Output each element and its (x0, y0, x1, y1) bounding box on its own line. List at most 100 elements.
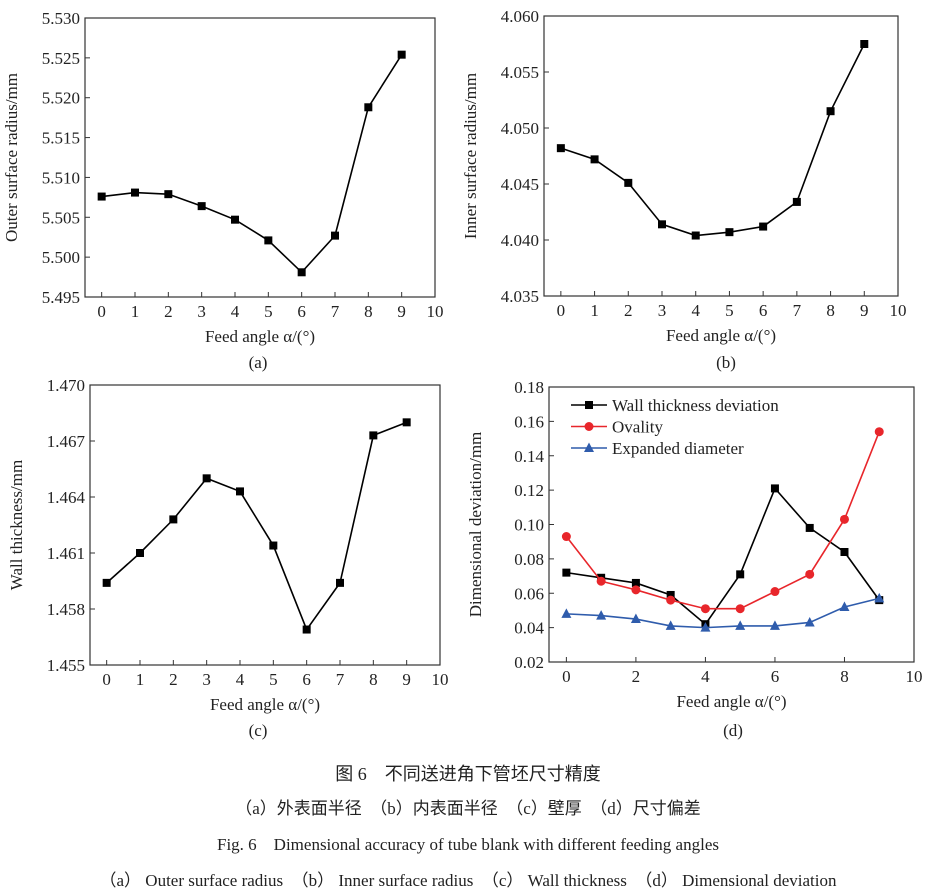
x-tick-label: 10 (890, 301, 907, 320)
legend-item: Wall thickness deviation (571, 396, 779, 415)
x-tick-label: 4 (691, 301, 700, 320)
legend-item: Ovality (571, 418, 663, 437)
y-tick-label: 0.18 (514, 378, 544, 397)
legend-item: Expanded diameter (571, 439, 744, 458)
x-tick-label: 1 (590, 301, 599, 320)
data-point-triangle (665, 620, 676, 630)
series-line (565, 431, 880, 610)
data-point-square (770, 484, 779, 493)
data-point-square (792, 197, 801, 206)
y-tick-label: 5.510 (42, 168, 80, 187)
data-point-square (736, 570, 745, 579)
x-tick-label: 8 (369, 670, 378, 689)
series-expanded-diameter (561, 592, 885, 632)
legend-label: Expanded diameter (612, 439, 744, 458)
data-point-triangle (561, 608, 572, 618)
series-line (102, 418, 411, 634)
y-tick-label: 5.520 (42, 89, 80, 108)
x-tick-label: 8 (826, 301, 835, 320)
data-point-square (131, 188, 139, 197)
series-line (566, 486, 880, 626)
chart-a: 5.495 5.500 5.505 5.510 5.515 5.520 5.525 5.530… (2, 9, 444, 372)
y-tick-label: 5.515 (42, 129, 80, 148)
y-tick-label: 1.467 (47, 432, 86, 451)
data-point-square (169, 515, 178, 524)
y-tick-label: 0.16 (514, 412, 544, 431)
x-tick-label: 1 (131, 302, 140, 321)
y-tick-label: 1.458 (47, 600, 85, 619)
data-point-circle (805, 569, 815, 579)
data-point-square (624, 178, 633, 187)
data-point-triangle (700, 622, 711, 632)
x-tick-label: 9 (397, 302, 406, 321)
data-point-square (297, 268, 306, 277)
x-tick-label: 0 (102, 670, 111, 689)
data-point-square (759, 222, 768, 231)
data-point-square (231, 215, 239, 224)
y-tick-label: 4.035 (501, 287, 539, 306)
y-axis-label: Dimensional deviation/mm (466, 432, 485, 618)
data-point-triangle (839, 601, 850, 611)
y-tick-label: 5.530 (42, 9, 80, 28)
y-axis-label: Inner surface radius/mm (461, 73, 480, 239)
data-point-square (336, 578, 344, 587)
x-tick-label: 7 (331, 302, 340, 321)
x-tick-label: 6 (302, 670, 311, 689)
data-point-square (202, 474, 211, 483)
x-axis-label: Feed angle α/(°) (205, 327, 315, 346)
data-point-square (826, 107, 835, 116)
data-point-circle (584, 422, 594, 431)
data-point-square (658, 220, 666, 229)
plot-frame (89, 384, 441, 666)
x-tick-label: 5 (264, 302, 273, 321)
x-tick-label: 6 (297, 302, 306, 321)
data-point-square (691, 231, 700, 240)
x-tick-label: 9 (860, 301, 869, 320)
data-point-triangle (630, 613, 641, 624)
x-tick-label: 5 (725, 301, 734, 320)
x-tick-label: 0 (562, 667, 571, 686)
series-line (97, 50, 406, 277)
data-point-circle (666, 595, 676, 605)
data-point-square (666, 590, 675, 599)
chart-b: 4.035 4.040 4.045 4.050 4.055 4.060 0 1 2 3 4 5 6 7 8 9… (461, 7, 907, 372)
y-tick-label: 4.055 (501, 63, 539, 82)
legend-label: Wall thickness deviation (612, 396, 779, 415)
y-tick-label: 5.505 (42, 208, 80, 227)
series-line (106, 421, 407, 632)
y-tick-label: 0.12 (514, 481, 544, 500)
data-point-triangle (735, 620, 746, 630)
series-line (566, 597, 880, 629)
x-tick-label: 1 (136, 670, 145, 689)
y-tick-label: 5.500 (42, 248, 80, 267)
data-point-square (197, 202, 206, 211)
x-tick-label: 6 (759, 301, 768, 320)
chart-c: 1.455 1.458 1.461 1.464 1.467 1.470 0 1 2 3 4 5 6 7 8 9… (7, 376, 449, 740)
data-point-square (331, 231, 339, 240)
data-point-square (562, 568, 571, 577)
data-point-square (585, 401, 593, 409)
y-tick-label: 4.045 (501, 175, 539, 194)
x-tick-label: 3 (658, 301, 667, 320)
series-line (560, 43, 866, 237)
data-point-circle (561, 532, 571, 542)
y-tick-label: 0.02 (514, 653, 544, 672)
x-tick-label: 2 (624, 301, 633, 320)
x-tick-label: 8 (840, 667, 849, 686)
x-tick-label: 7 (793, 301, 802, 320)
data-point-square (264, 236, 273, 245)
data-point-square (397, 50, 406, 59)
x-tick-label: 2 (164, 302, 173, 321)
data-point-square (631, 578, 640, 587)
data-point-circle (631, 585, 641, 595)
y-tick-label: 0.04 (514, 619, 544, 638)
series-wall-thickness-deviation (562, 484, 884, 629)
data-point-circle (596, 576, 606, 586)
y-axis-label: Wall thickness/mm (7, 460, 26, 590)
data-point-square (164, 190, 173, 199)
series-line (101, 54, 403, 274)
panel-label: (d) (723, 721, 743, 740)
x-tick-label: 4 (236, 670, 245, 689)
x-axis-label: Feed angle α/(°) (666, 326, 776, 345)
x-tick-label: 0 (557, 301, 566, 320)
